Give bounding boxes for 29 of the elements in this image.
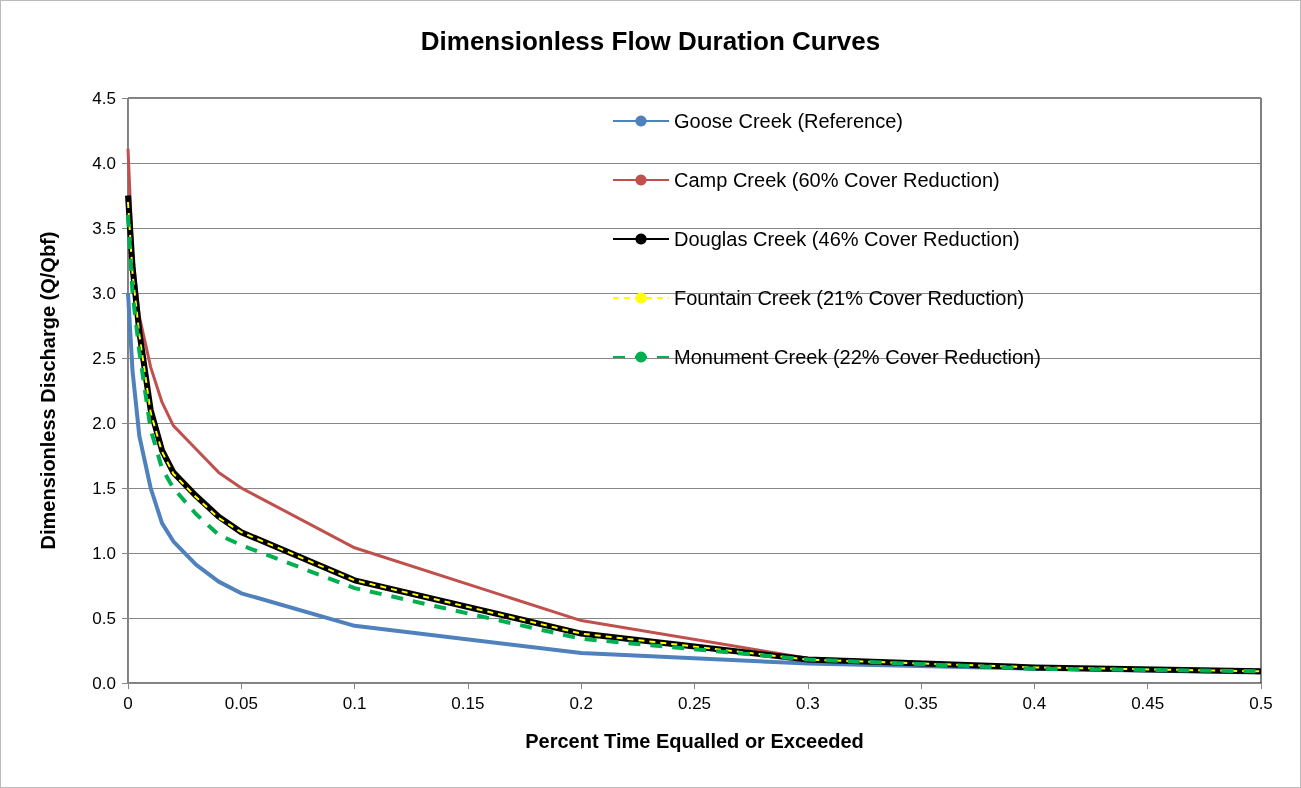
y-tick-label: 4.0	[92, 153, 116, 173]
chart-title: Dimensionless Flow Duration Curves	[420, 26, 881, 56]
x-tick-label: 0.2	[569, 694, 594, 713]
y-tick-label: 3.5	[92, 218, 116, 238]
x-tick-label: 0.4	[1022, 694, 1047, 713]
legend-label: Goose Creek (Reference)	[674, 110, 903, 132]
y-tick-label: 2.5	[92, 348, 116, 368]
legend-label: Camp Creek (60% Cover Reduction)	[674, 169, 1000, 191]
x-tick-label: 0.35	[904, 694, 938, 713]
x-tick-label: 0.3	[795, 694, 820, 713]
y-tick-label: 4.5	[92, 88, 116, 108]
y-tick-label: 1.0	[92, 543, 116, 563]
legend-label: Monument Creek (22% Cover Reduction)	[674, 346, 1041, 368]
x-tick-label: 0	[123, 694, 133, 713]
y-tick-label: 2.0	[92, 413, 116, 433]
x-tick-label: 0.45	[1131, 694, 1165, 713]
x-tick-label: 0.15	[451, 694, 485, 713]
x-axis-title: Percent Time Equalled or Exceeded	[525, 730, 864, 752]
x-tick-label: 0.1	[342, 694, 367, 713]
y-axis-title: Dimensionless Discharge (Q/Qbf)	[37, 231, 59, 550]
y-tick-label: 0.5	[92, 608, 116, 628]
y-tick-label: 3.0	[92, 283, 116, 303]
y-tick-label: 1.5	[92, 478, 116, 498]
legend-label: Fountain Creek (21% Cover Reduction)	[674, 287, 1025, 309]
x-tick-label: 0.25	[677, 694, 712, 713]
x-tick-label: 0.05	[224, 694, 258, 713]
y-tick-label: 0.0	[92, 673, 116, 693]
legend-label: Douglas Creek (46% Cover Reduction)	[674, 228, 1020, 250]
x-tick-label: 0.5	[1249, 694, 1273, 713]
